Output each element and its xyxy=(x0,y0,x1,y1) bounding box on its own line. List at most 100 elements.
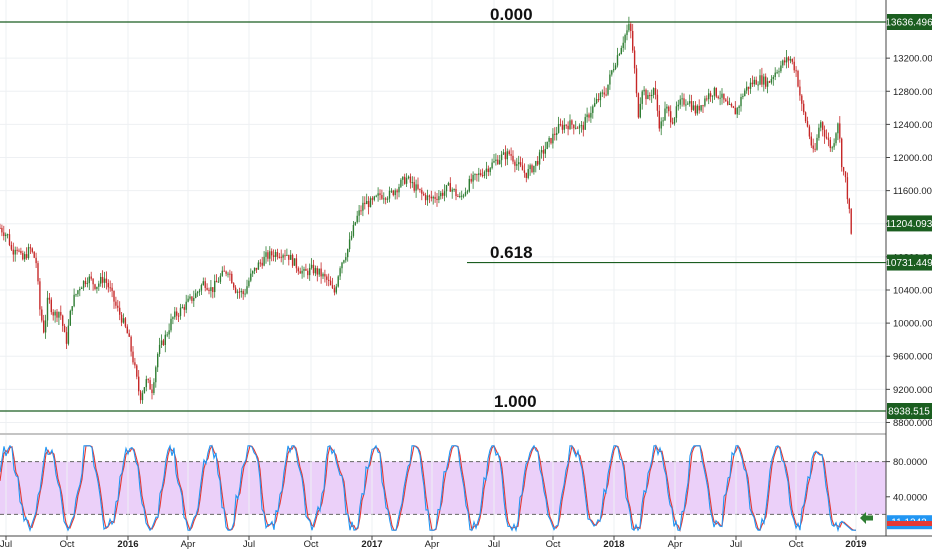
candle-body xyxy=(799,86,801,96)
oscillator-tick-label: 80.0000 xyxy=(893,457,927,468)
candle-body xyxy=(474,174,476,176)
price-tag-box xyxy=(887,14,932,30)
candle-body xyxy=(846,177,849,200)
candle-body xyxy=(193,297,195,301)
candle-body xyxy=(576,127,579,129)
candle-body xyxy=(609,74,611,85)
candle-body xyxy=(373,196,375,200)
candle-body xyxy=(360,210,362,212)
candle-body xyxy=(521,165,524,171)
candle-body xyxy=(196,292,199,294)
candle-body xyxy=(253,267,256,272)
candle-body xyxy=(16,249,18,251)
candle-body xyxy=(244,293,246,295)
candle-body xyxy=(126,326,128,334)
candle-body xyxy=(347,249,349,258)
candle-body xyxy=(493,161,495,163)
candle-body xyxy=(620,47,622,55)
candle-body xyxy=(728,103,731,105)
candle-body xyxy=(100,276,102,284)
candle-body xyxy=(730,103,733,107)
candle-body xyxy=(732,106,735,108)
time-axis[interactable]: Jul Oct 2016 Apr Jul Oct 2017 Apr Jul Oct 2018 Apr J… xyxy=(0,535,932,550)
candle-body xyxy=(329,280,332,286)
candle-body xyxy=(94,284,96,289)
candle-body xyxy=(400,179,402,187)
candle-body xyxy=(470,178,472,182)
candle-body xyxy=(195,293,197,298)
candle-body xyxy=(556,132,558,135)
time-tick-label: Jul xyxy=(0,539,12,550)
candle-body xyxy=(375,195,377,197)
candle-body xyxy=(810,136,812,146)
candle-body xyxy=(394,190,396,196)
candle-body xyxy=(377,193,379,196)
candle-body xyxy=(341,262,343,269)
time-tick-label: 2017 xyxy=(361,539,382,550)
candle-body xyxy=(202,281,204,286)
candle-body xyxy=(801,95,803,104)
candle-body xyxy=(683,98,685,105)
candle-body xyxy=(191,296,193,301)
candle-body xyxy=(698,105,700,111)
time-tick-label: 2018 xyxy=(603,539,624,550)
candle-body xyxy=(227,273,229,275)
candle-body xyxy=(803,103,805,113)
candle-body xyxy=(531,165,533,173)
candle-body xyxy=(79,288,81,291)
candle-body xyxy=(115,301,117,306)
candle-body xyxy=(472,174,474,182)
candle-body xyxy=(233,283,235,288)
candle-body xyxy=(0,227,1,229)
candle-body xyxy=(198,290,201,293)
candle-body xyxy=(563,124,565,130)
candle-body xyxy=(844,171,847,178)
candle-body xyxy=(27,247,30,259)
candle-body xyxy=(599,93,602,101)
candle-body xyxy=(440,192,442,197)
candle-body xyxy=(822,122,824,130)
candle-body xyxy=(145,379,147,388)
candle-body xyxy=(105,278,108,283)
candle-body xyxy=(755,79,757,85)
candle-body xyxy=(210,287,212,291)
arrow-left-icon[interactable] xyxy=(860,512,873,524)
candle-body xyxy=(782,60,784,66)
candle-body xyxy=(24,254,26,260)
candle-body xyxy=(348,239,351,250)
candle-body xyxy=(504,152,507,160)
price-tags: 13636.496 11204.093 10731.449 8938.515 xyxy=(885,14,932,419)
candle-body xyxy=(58,312,60,318)
candle-body xyxy=(77,290,79,295)
candle-body xyxy=(825,136,828,139)
candle-body xyxy=(476,174,478,176)
candle-body xyxy=(343,260,345,263)
time-tick-label: Oct xyxy=(789,539,804,550)
candle-body xyxy=(103,278,106,283)
candle-body xyxy=(592,106,594,113)
candle-body xyxy=(293,258,296,266)
candle-body xyxy=(468,178,470,192)
candle-body xyxy=(643,89,645,92)
candle-body xyxy=(164,334,166,346)
candle-body xyxy=(187,298,189,302)
candle-body xyxy=(132,351,134,363)
candle-body xyxy=(481,174,484,176)
candle-body xyxy=(48,297,51,300)
price-tag-text: 8938.515 xyxy=(888,407,930,418)
candle-body xyxy=(506,151,508,160)
candle-body xyxy=(715,87,717,97)
candle-body xyxy=(225,271,227,274)
candle-body xyxy=(369,198,372,208)
candle-body xyxy=(654,88,657,95)
candle-body xyxy=(652,88,655,95)
candle-body xyxy=(111,287,113,291)
price-axis[interactable]: 8800.000 9200.000 9600.000 10000.000 10400.0… xyxy=(885,0,932,536)
candle-body xyxy=(827,138,830,140)
candle-body xyxy=(630,24,632,31)
candle-body xyxy=(208,289,210,291)
oscillator-value-tag: 11.1242 xyxy=(887,515,932,530)
candle-body xyxy=(153,382,155,394)
candle-body xyxy=(71,306,73,311)
